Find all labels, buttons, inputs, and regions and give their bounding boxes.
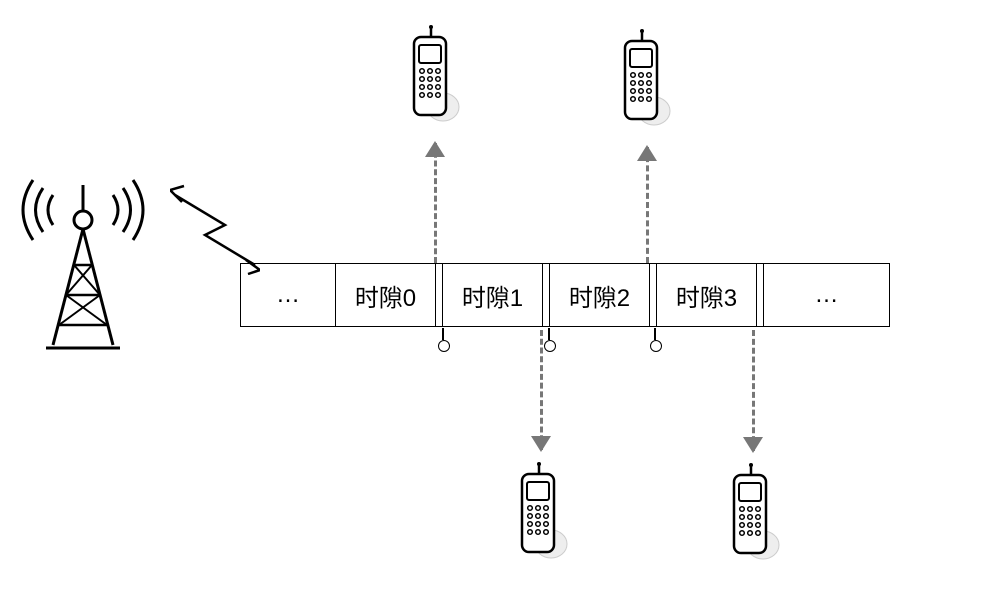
slot-marker-circle bbox=[650, 340, 662, 352]
time-slot-cell: … bbox=[241, 264, 336, 326]
time-slot-cell: 时隙2 bbox=[550, 264, 650, 326]
slot-marker-stem bbox=[654, 328, 656, 340]
mobile-phone-icon bbox=[723, 463, 781, 563]
slot-marker-stem bbox=[442, 328, 444, 340]
slot-marker-circle bbox=[544, 340, 556, 352]
slot-gap bbox=[436, 264, 443, 326]
signal-arrow-head bbox=[743, 437, 763, 453]
signal-arrow-head bbox=[425, 141, 445, 157]
slot-gap bbox=[543, 264, 550, 326]
time-slot-cell: 时隙0 bbox=[336, 264, 436, 326]
signal-arrow-line bbox=[646, 147, 649, 263]
base-station-antenna bbox=[18, 170, 148, 350]
time-slot-cell: 时隙3 bbox=[657, 264, 757, 326]
mobile-phone-icon bbox=[614, 29, 672, 129]
signal-arrow-line bbox=[540, 330, 543, 450]
transmission-icon bbox=[170, 180, 260, 275]
signal-arrow-line bbox=[752, 330, 755, 451]
signal-arrow-head bbox=[531, 436, 551, 452]
mobile-phone-icon bbox=[511, 462, 569, 562]
slot-gap bbox=[757, 264, 764, 326]
slot-marker-stem bbox=[548, 328, 550, 340]
tdma-diagram: …时隙0时隙1时隙2时隙3… bbox=[0, 0, 1000, 592]
time-slot-cell: 时隙1 bbox=[443, 264, 543, 326]
slot-gap bbox=[650, 264, 657, 326]
mobile-phone-icon bbox=[403, 25, 461, 125]
time-slot-row: …时隙0时隙1时隙2时隙3… bbox=[240, 263, 890, 327]
time-slot-cell: … bbox=[764, 264, 889, 326]
slot-marker-circle bbox=[438, 340, 450, 352]
signal-arrow-line bbox=[434, 143, 437, 263]
signal-arrow-head bbox=[637, 145, 657, 161]
